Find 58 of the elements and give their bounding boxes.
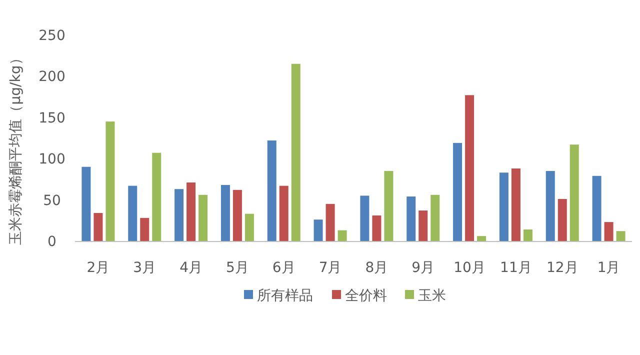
legend-label: 全价料 (345, 288, 387, 304)
y-axis-title: 玉米赤霉烯酮平均值（μg/kg） (8, 51, 24, 245)
bar (94, 212, 103, 241)
x-tick-label: 8月 (365, 260, 388, 276)
bar (523, 229, 532, 241)
bar (360, 196, 370, 241)
bar (546, 170, 555, 241)
bar (128, 186, 138, 241)
bar (477, 236, 486, 241)
y-tick-label: 50 (43, 192, 61, 209)
bar (220, 184, 230, 241)
bar (570, 144, 579, 241)
bar (592, 176, 602, 241)
bar (453, 142, 462, 241)
x-tick-label: 11月 (500, 260, 532, 276)
x-tick-label: 7月 (318, 260, 342, 276)
bar (384, 170, 394, 241)
x-tick-label: 12月 (546, 260, 578, 276)
bar (232, 190, 242, 241)
bar (174, 189, 184, 241)
bar (267, 140, 276, 241)
bar (372, 215, 382, 241)
bar (314, 220, 323, 241)
bar (338, 230, 347, 241)
bar (152, 152, 162, 241)
bar (326, 204, 335, 241)
y-tick-label: 150 (38, 110, 66, 126)
y-tick-label: 100 (38, 152, 66, 168)
bar (106, 122, 115, 241)
x-tick-label: 5月 (226, 260, 249, 276)
bar (291, 64, 300, 241)
bar (499, 172, 508, 241)
x-tick-label: 3月 (133, 260, 156, 276)
bar (244, 214, 254, 241)
x-tick-label: 6月 (272, 260, 296, 276)
x-tick-label: 4月 (180, 260, 203, 276)
bar (198, 194, 208, 241)
x-tick-label: 2月 (86, 260, 110, 276)
y-tick-label: 250 (38, 28, 66, 44)
y-tick-label: 200 (38, 69, 66, 86)
bar (418, 210, 428, 241)
bar (279, 186, 288, 241)
bar (604, 222, 614, 241)
bar (465, 95, 474, 241)
bar (616, 231, 626, 241)
y-tick-label: 0 (48, 234, 56, 250)
bar (511, 168, 520, 241)
bar (430, 194, 440, 241)
x-tick-label: 10月 (454, 260, 486, 276)
bar (558, 198, 567, 241)
x-tick-label: 1月 (597, 260, 620, 276)
bar (82, 166, 91, 241)
bar (406, 196, 416, 241)
legend-label: 所有样品 (257, 288, 313, 304)
x-tick-label: 9月 (412, 260, 435, 276)
bar (140, 218, 150, 241)
legend-label: 玉米 (418, 288, 446, 304)
bar (186, 182, 196, 241)
